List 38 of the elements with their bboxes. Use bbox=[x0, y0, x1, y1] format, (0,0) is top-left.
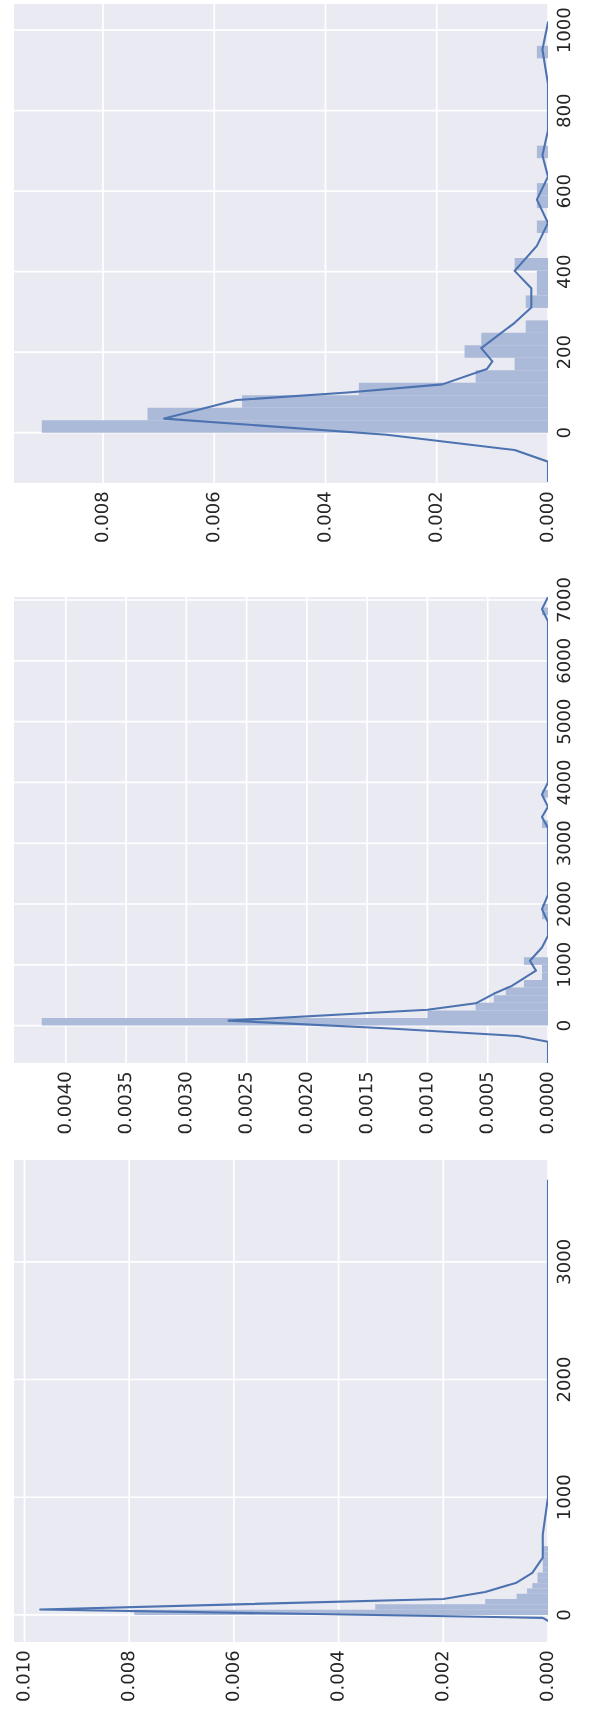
x-tick-label: 0.0000 bbox=[539, 1072, 554, 1134]
y-tick-label: 1000 bbox=[556, 1475, 571, 1519]
x-tick-label: 0.004 bbox=[330, 1651, 344, 1701]
y-tick-label: 1000 bbox=[556, 8, 571, 52]
x-tick-label: 0.0030 bbox=[177, 1072, 192, 1134]
x-tick-label: 0.008 bbox=[120, 1651, 135, 1701]
x-tick-label: 0.0015 bbox=[358, 1072, 373, 1134]
y-tick-label: 4000 bbox=[556, 760, 571, 805]
y-tick-label: 3000 bbox=[556, 821, 571, 865]
x-tick-label: 0.006 bbox=[205, 492, 220, 542]
y-tick-label: 0 bbox=[556, 428, 571, 438]
y-tick-label: 2000 bbox=[556, 1357, 571, 1402]
y-tick-label: 800 bbox=[556, 94, 571, 127]
x-tick-label: 0.0005 bbox=[479, 1072, 493, 1134]
y-tick-label: 1000 bbox=[556, 943, 571, 986]
x-tick-label: 0.0035 bbox=[117, 1072, 132, 1134]
x-tick-label: 0.000 bbox=[539, 492, 554, 542]
x-tick-label: 0.0025 bbox=[238, 1072, 252, 1134]
x-tick-label: 0.010 bbox=[16, 1651, 30, 1701]
x-tick-label: 0.006 bbox=[225, 1651, 240, 1701]
x-tick-label: 0.0010 bbox=[419, 1072, 433, 1134]
y-tick-label: 7000 bbox=[556, 578, 571, 622]
y-tick-label: 6000 bbox=[556, 639, 571, 683]
y-tick-label: 2000 bbox=[556, 882, 571, 926]
y-tick-label: 3000 bbox=[556, 1240, 571, 1284]
y-tick-label: 0 bbox=[556, 1610, 571, 1620]
x-tick-label: 0.0020 bbox=[298, 1072, 313, 1134]
y-tick-label: 600 bbox=[556, 175, 571, 208]
x-tick-label: 0.000 bbox=[539, 1651, 554, 1701]
y-tick-label: 5000 bbox=[556, 699, 571, 744]
y-tick-label: 0 bbox=[556, 1021, 571, 1031]
y-tick-label: 400 bbox=[556, 255, 571, 289]
x-tick-label: 0.008 bbox=[94, 492, 109, 542]
x-tick-label: 0.004 bbox=[317, 492, 331, 542]
x-tick-label: 0.002 bbox=[434, 1652, 449, 1701]
x-tick-label: 0.002 bbox=[428, 493, 442, 542]
y-tick-label: 200 bbox=[556, 336, 571, 369]
x-tick-label: 0.0040 bbox=[57, 1072, 72, 1134]
